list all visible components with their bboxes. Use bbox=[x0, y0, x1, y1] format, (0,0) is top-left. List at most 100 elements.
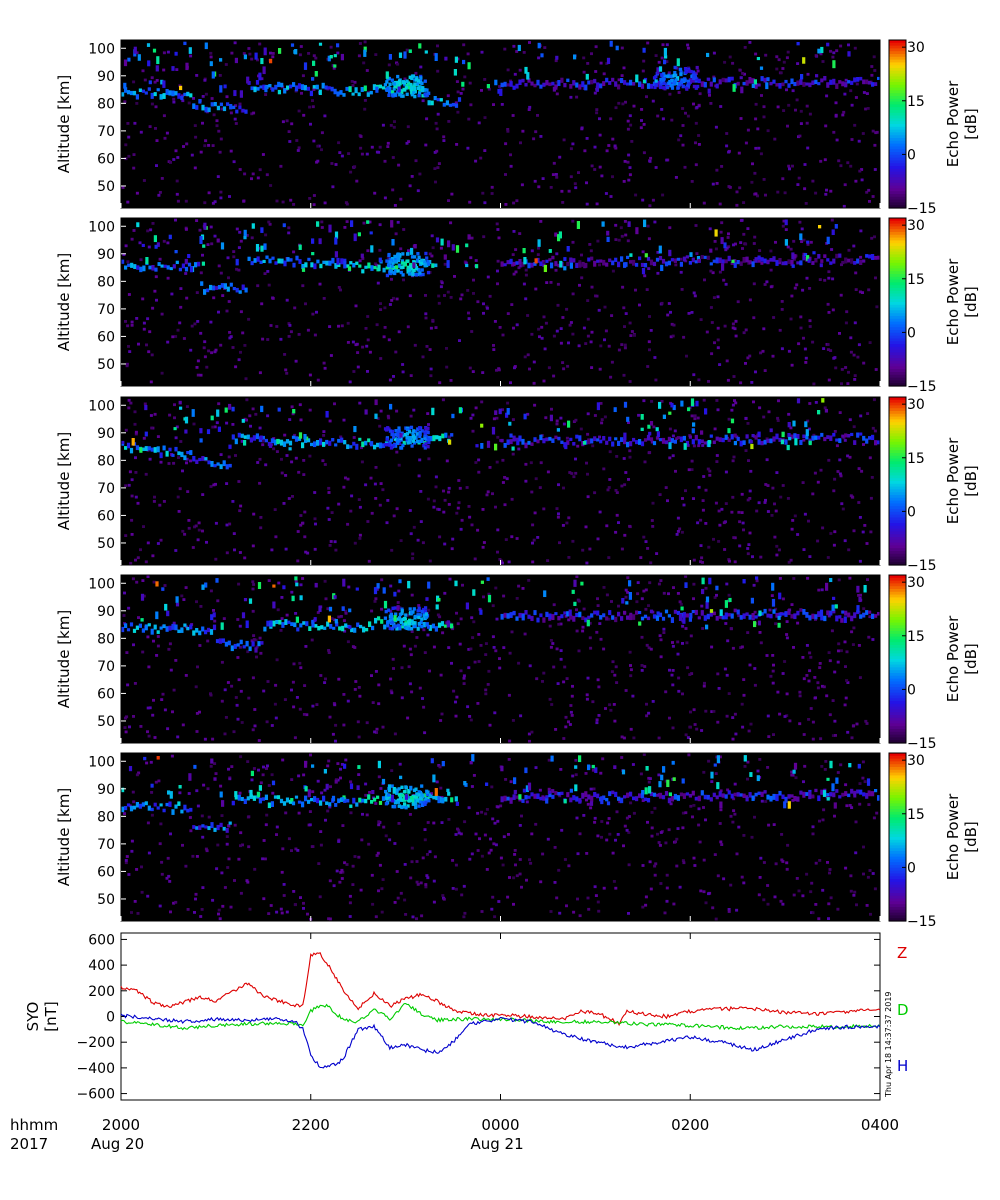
heatmap-cell bbox=[487, 669, 491, 673]
colorbar-step bbox=[889, 551, 906, 555]
echo-cell bbox=[629, 79, 633, 86]
heatmap-cell bbox=[808, 669, 812, 673]
heatmap-cell bbox=[798, 722, 802, 726]
echo-cell bbox=[676, 610, 680, 615]
heatmap-cell bbox=[191, 546, 195, 549]
heatmap-cell bbox=[283, 698, 287, 701]
echo-cell bbox=[126, 628, 131, 632]
heatmap-cell bbox=[143, 402, 147, 406]
echo-cell bbox=[856, 432, 860, 438]
echo-cell bbox=[832, 609, 836, 614]
echo-cell bbox=[703, 82, 707, 88]
heatmap-cell bbox=[549, 639, 553, 642]
colorbar-step bbox=[889, 251, 906, 255]
echo-cell bbox=[692, 76, 696, 81]
echo-cell bbox=[668, 80, 672, 85]
echo-cell bbox=[680, 400, 684, 407]
colorbar-step bbox=[889, 59, 906, 63]
heatmap-cell bbox=[673, 429, 677, 433]
heatmap-cell bbox=[256, 284, 260, 288]
heatmap-cell bbox=[600, 174, 604, 178]
heatmap-cell bbox=[172, 621, 176, 625]
heatmap-cell bbox=[350, 80, 354, 83]
echo-cell bbox=[593, 260, 597, 267]
heatmap-cell bbox=[449, 296, 453, 299]
echo-cell bbox=[219, 464, 223, 470]
echo-cell bbox=[157, 262, 161, 266]
echo-cell bbox=[409, 88, 413, 92]
echo-cell bbox=[272, 601, 276, 609]
echo-cell bbox=[278, 619, 282, 625]
echo-cell bbox=[727, 76, 731, 83]
echo-cell bbox=[405, 83, 409, 88]
echo-cell bbox=[165, 450, 169, 457]
heatmap-cell bbox=[181, 99, 185, 103]
echo-cell bbox=[184, 266, 189, 272]
heatmap-cell bbox=[667, 302, 671, 305]
heatmap-cell bbox=[253, 708, 257, 711]
echo-cell bbox=[524, 442, 528, 449]
echo-cell bbox=[796, 261, 800, 265]
echo-cell bbox=[787, 422, 791, 428]
echo-cell bbox=[802, 254, 806, 261]
echo-cell bbox=[503, 612, 507, 618]
heatmap-cell bbox=[754, 102, 758, 106]
heatmap-cell bbox=[337, 838, 341, 842]
colorbar-step bbox=[889, 324, 906, 328]
heatmap-cell bbox=[503, 47, 507, 51]
heatmap-cell bbox=[523, 632, 527, 636]
heatmap-cell bbox=[835, 138, 839, 142]
echo-cell bbox=[334, 251, 338, 258]
heatmap-cell bbox=[861, 291, 864, 294]
heatmap-cell bbox=[686, 444, 690, 447]
echo-cell bbox=[260, 641, 264, 645]
heatmap-cell bbox=[734, 242, 737, 246]
heatmap-cell bbox=[266, 338, 270, 341]
heatmap-cell bbox=[231, 346, 235, 349]
echo-cell bbox=[178, 267, 182, 272]
heatmap-cell bbox=[631, 694, 635, 698]
heatmap-cell bbox=[437, 301, 441, 305]
heatmap-cell bbox=[252, 111, 256, 115]
heatmap-cell bbox=[442, 135, 446, 139]
echo-cell bbox=[563, 257, 567, 262]
heatmap-cell bbox=[211, 737, 215, 741]
echo-cell bbox=[124, 265, 128, 270]
heatmap-cell bbox=[190, 153, 194, 157]
heatmap-cell bbox=[235, 227, 239, 231]
heatmap-cell bbox=[323, 681, 327, 684]
heatmap-cell bbox=[744, 242, 748, 246]
heatmap-cell bbox=[196, 538, 200, 542]
heatmap-cell bbox=[807, 519, 810, 523]
colorbar-step bbox=[889, 481, 906, 485]
heatmap-cell bbox=[323, 579, 327, 583]
echo-cell bbox=[825, 582, 829, 591]
colorbar-step bbox=[889, 234, 906, 239]
heatmap-cell bbox=[386, 145, 390, 148]
heatmap-cell bbox=[686, 736, 690, 739]
heatmap-cell bbox=[163, 584, 167, 587]
colorbar-step bbox=[889, 372, 906, 376]
echo-cell bbox=[256, 87, 260, 91]
heatmap-cell bbox=[365, 344, 369, 348]
heatmap-cell bbox=[327, 518, 331, 521]
heatmap-cell bbox=[250, 57, 254, 61]
echo-cell bbox=[533, 262, 537, 266]
colorbar-step bbox=[889, 397, 906, 401]
heatmap-cell bbox=[364, 782, 368, 786]
heatmap-cell bbox=[374, 597, 378, 601]
heatmap-cell bbox=[843, 92, 847, 96]
echo-cell bbox=[246, 76, 250, 84]
heatmap-cell bbox=[264, 93, 268, 96]
echo-cell bbox=[791, 252, 795, 260]
heatmap-cell bbox=[237, 480, 241, 483]
echo-cell bbox=[500, 82, 504, 88]
heatmap-cell bbox=[195, 712, 199, 715]
echo-cell bbox=[623, 432, 627, 441]
heatmap-cell bbox=[297, 146, 301, 150]
heatmap-cell bbox=[609, 375, 613, 379]
heatmap-cell bbox=[714, 917, 718, 921]
echo-cell bbox=[427, 100, 431, 106]
heatmap-cell bbox=[652, 425, 656, 429]
colorbar-step bbox=[889, 98, 906, 103]
